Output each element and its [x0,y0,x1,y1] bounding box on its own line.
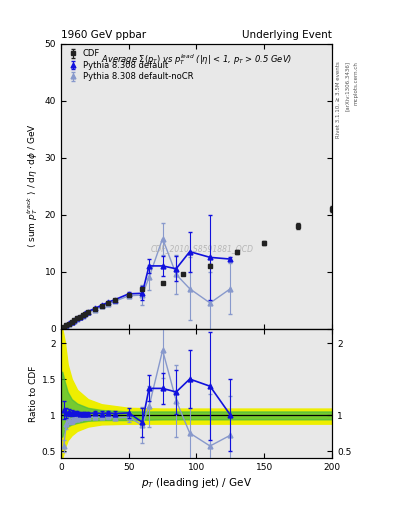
X-axis label: $p_T$ (leading jet) / GeV: $p_T$ (leading jet) / GeV [141,476,252,490]
Legend: CDF, Pythia 8.308 default, Pythia 8.308 default-noCR: CDF, Pythia 8.308 default, Pythia 8.308 … [65,48,195,83]
Y-axis label: Ratio to CDF: Ratio to CDF [29,365,37,421]
Text: CDF_2010_S8591881_QCD: CDF_2010_S8591881_QCD [151,244,253,253]
Y-axis label: $\langle$ sum $p_T^{track}$ $\rangle$ / d$\eta\cdot$d$\phi$ / GeV: $\langle$ sum $p_T^{track}$ $\rangle$ / … [26,124,40,248]
Text: mcplots.cern.ch: mcplots.cern.ch [354,61,359,105]
Text: Average $\Sigma(p_T)$ vs $p_T^{lead}$ ($|\eta|$ < 1, $p_T$ > 0.5 GeV): Average $\Sigma(p_T)$ vs $p_T^{lead}$ ($… [101,52,292,67]
Text: Rivet 3.1.10, ≥ 3.5M events: Rivet 3.1.10, ≥ 3.5M events [336,61,341,138]
Text: [arXiv:1306.3436]: [arXiv:1306.3436] [345,61,350,112]
Text: 1960 GeV ppbar: 1960 GeV ppbar [61,30,146,40]
Text: Underlying Event: Underlying Event [242,30,332,40]
